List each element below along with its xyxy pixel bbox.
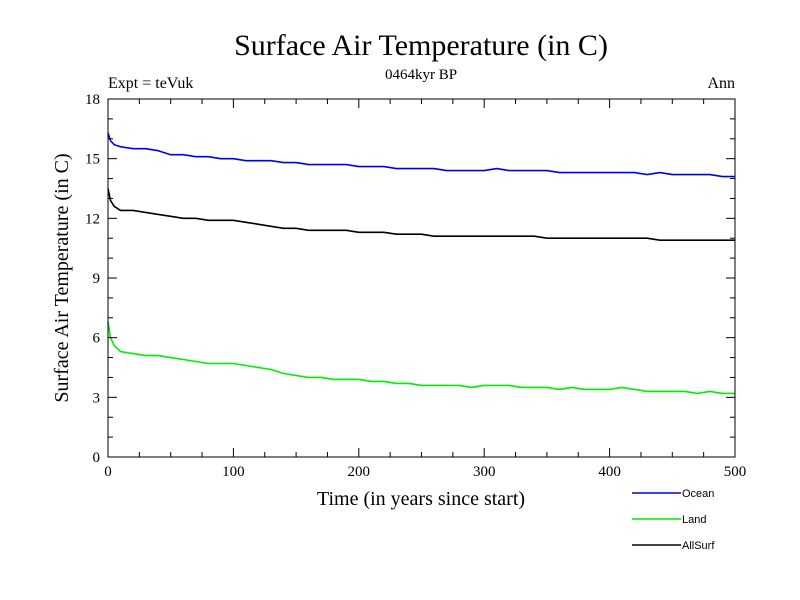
series-line-ocean: [107, 132, 735, 178]
x-axis-label: Time (in years since start): [317, 488, 525, 510]
x-tick-label: 400: [598, 464, 621, 480]
x-tick-label: 300: [473, 464, 496, 480]
y-tick-label: 18: [85, 92, 100, 108]
series-line-allsurf: [107, 188, 735, 241]
legend-label-land: Land: [682, 514, 706, 526]
plot-frame: [107, 98, 736, 458]
experiment-label: Expt = teVuk: [108, 75, 193, 92]
legend-label-ocean: Ocean: [682, 488, 714, 500]
ticks-layer: 0 100 200 300 400 500 0 3 6 9 12 15 18: [85, 92, 746, 480]
y-tick-label: 0: [93, 450, 101, 466]
y-tick-label: 9: [93, 271, 101, 287]
x-tick-label: 500: [724, 464, 747, 480]
y-tick-label: 6: [93, 331, 101, 347]
y-tick-label: 3: [93, 390, 101, 406]
chart-subtitle: 0464kyr BP: [385, 67, 457, 83]
x-tick-label: 200: [348, 464, 371, 480]
y-tick-label: 12: [85, 211, 100, 227]
chart-title: Surface Air Temperature (in C): [234, 29, 608, 62]
legend: Ocean Land AllSurf: [632, 488, 715, 552]
legend-label-allsurf: AllSurf: [682, 540, 715, 552]
x-tick-label: 0: [104, 464, 112, 480]
x-tick-label: 100: [222, 464, 245, 480]
y-axis-label: Surface Air Temperature (in C): [51, 153, 73, 402]
season-label: Ann: [707, 75, 735, 92]
series-layer: [107, 132, 735, 395]
y-tick-label: 15: [85, 152, 100, 168]
series-line-land: [107, 321, 735, 395]
